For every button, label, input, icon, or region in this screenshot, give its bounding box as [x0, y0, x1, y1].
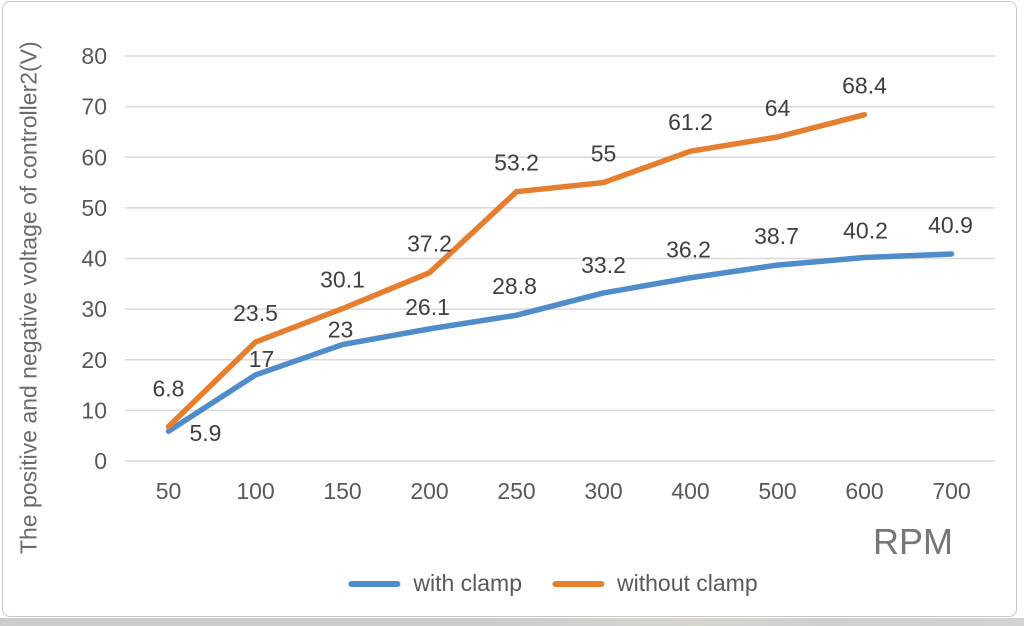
data-label: 40.9 — [928, 212, 973, 238]
data-label: 38.7 — [754, 223, 799, 249]
legend-swatch-with-clamp — [348, 580, 401, 587]
data-label: 33.2 — [581, 252, 626, 278]
legend-item-without-clamp: without clamp — [552, 570, 758, 597]
data-label: 28.8 — [492, 273, 537, 299]
x-tick-label: 600 — [845, 478, 883, 504]
y-tick-label: 70 — [81, 94, 107, 120]
x-tick-label: 300 — [584, 478, 622, 504]
data-label: 64 — [765, 95, 791, 121]
y-tick-label: 0 — [94, 448, 107, 474]
data-label: 55 — [591, 141, 617, 167]
x-tick-label: 500 — [758, 478, 796, 504]
data-label: 68.4 — [842, 73, 887, 99]
legend-item-with-clamp: with clamp — [348, 570, 522, 597]
data-label: 40.2 — [843, 217, 888, 243]
x-tick-label: 200 — [410, 478, 448, 504]
y-tick-label: 10 — [81, 397, 107, 423]
legend-label-with-clamp: with clamp — [413, 570, 523, 596]
data-label: 17 — [249, 346, 275, 372]
y-tick-label: 50 — [81, 195, 107, 221]
y-tick-label: 30 — [81, 296, 107, 322]
bottom-edge-strip — [0, 618, 1024, 626]
legend: with clamp without clamp — [348, 570, 758, 597]
data-label: 5.9 — [190, 420, 222, 446]
x-tick-label: 700 — [932, 478, 970, 504]
x-tick-label: 100 — [236, 478, 274, 504]
y-tick-label: 60 — [81, 144, 107, 170]
series-line-without-clamp — [165, 111, 868, 430]
data-label: 23.5 — [233, 300, 278, 326]
x-axis-title: RPM — [873, 521, 953, 562]
data-label: 30.1 — [320, 267, 365, 293]
data-label: 53.2 — [494, 150, 539, 176]
data-label: 37.2 — [407, 231, 452, 257]
data-label: 6.8 — [153, 376, 185, 402]
x-tick-label: 50 — [156, 478, 182, 504]
x-tick-label: 400 — [671, 478, 709, 504]
y-axis-title: The positive and negative voltage of con… — [15, 41, 42, 555]
legend-label-without-clamp: without clamp — [617, 570, 758, 596]
x-tick-label: 250 — [497, 478, 535, 504]
data-label: 23 — [328, 317, 354, 343]
x-tick-label: 150 — [323, 478, 361, 504]
data-label: 61.2 — [668, 109, 713, 135]
y-tick-label: 80 — [81, 43, 107, 69]
data-label: 26.1 — [405, 294, 450, 320]
legend-swatch-without-clamp — [552, 580, 605, 587]
y-tick-label: 40 — [81, 246, 107, 272]
data-label: 36.2 — [666, 237, 711, 263]
series-line-with-clamp — [165, 251, 955, 434]
y-tick-label: 20 — [81, 347, 107, 373]
